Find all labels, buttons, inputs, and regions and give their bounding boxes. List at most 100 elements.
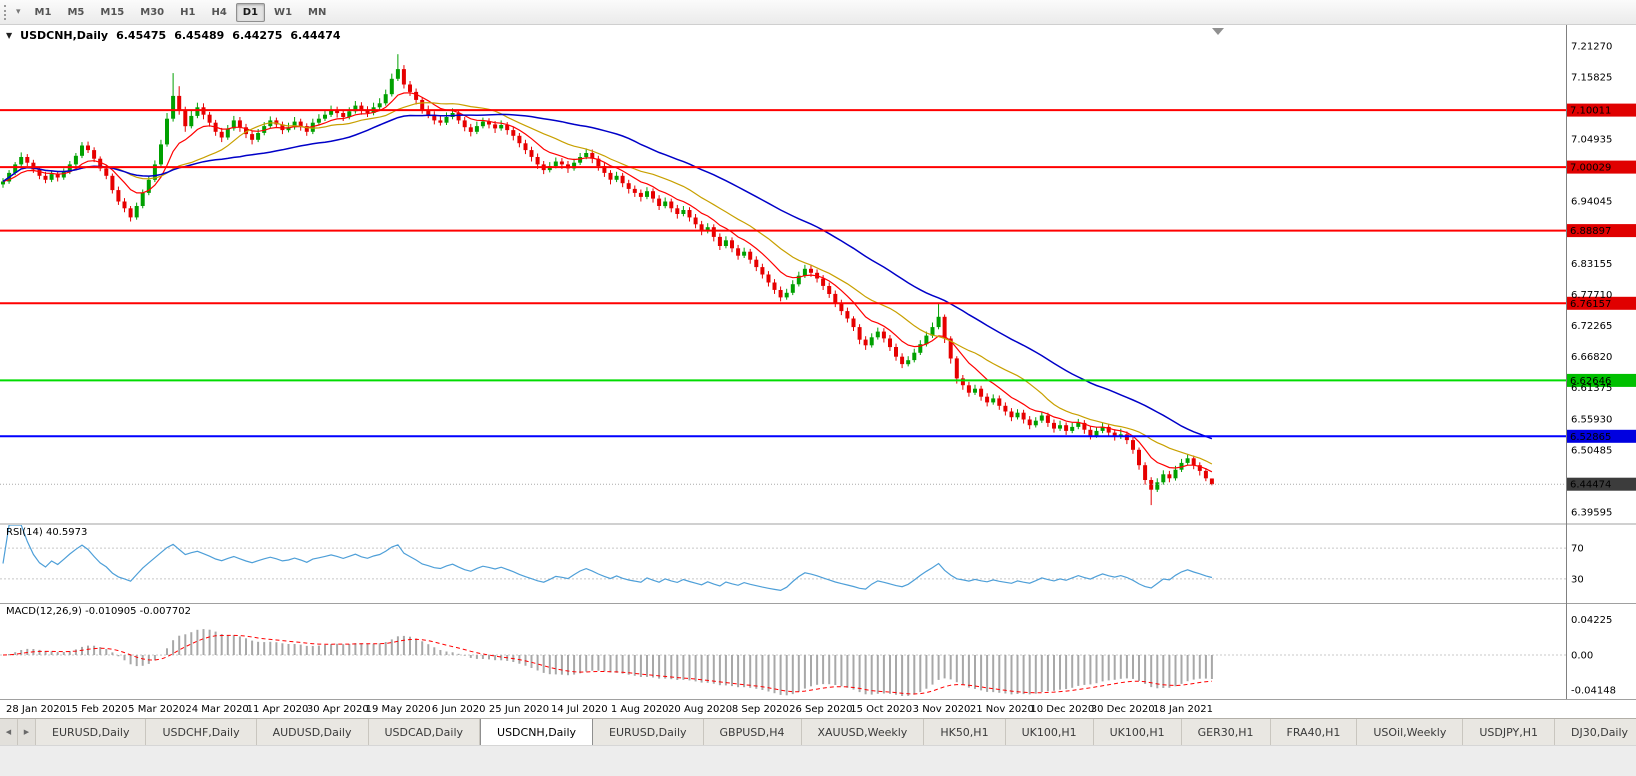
chart-title: ▼ USDCNH,Daily 6.45475 6.45489 6.44275 6… [6, 29, 341, 42]
svg-text:6.61375: 6.61375 [1571, 383, 1612, 394]
chart-tab-dj30-daily[interactable]: DJ30,Daily [1555, 719, 1636, 745]
chart-tab-usdcad-daily[interactable]: USDCAD,Daily [369, 719, 481, 745]
svg-text:7.15825: 7.15825 [1571, 72, 1612, 83]
date-label: 25 Jun 2020 [489, 704, 549, 715]
macd-axis-label: 0.00 [1571, 651, 1593, 662]
chart-tab-usdjpy-h1[interactable]: USDJPY,H1 [1463, 719, 1556, 745]
timeframe-button-m5[interactable]: M5 [67, 6, 85, 18]
price-level-axis-label: 6.62646 [1566, 373, 1636, 387]
svg-text:6.76157: 6.76157 [1570, 299, 1611, 310]
date-axis[interactable]: 28 Jan 2020 15 Feb 2020 5 Mar 2020 24 Mar 2… [6, 704, 1213, 715]
one-click-trading-expander-icon[interactable]: ▼ [6, 31, 13, 40]
chart-tab-uk100-h1[interactable]: UK100,H1 [1006, 719, 1094, 745]
date-label: 24 Mar 2020 [185, 704, 248, 715]
ma-mid-line [2, 102, 1213, 465]
chart-tab-ger30-h1[interactable]: GER30,H1 [1182, 719, 1271, 745]
price-level-axis-label: 6.76157 [1566, 296, 1636, 310]
rsi-axis-label: 30 [1571, 574, 1584, 585]
price-level-axis-label: 7.10011 [1566, 103, 1636, 117]
date-label: 6 Jun 2020 [432, 704, 486, 715]
svg-text:6.94045: 6.94045 [1571, 197, 1612, 208]
date-label: 26 Sep 2020 [789, 704, 852, 715]
price-level-axis-label: 7.00029 [1566, 160, 1636, 174]
chart-tab-hk50-h1[interactable]: HK50,H1 [924, 719, 1006, 745]
chart-tab-eurusd-daily[interactable]: EURUSD,Daily [593, 719, 704, 745]
date-label: 1 Aug 2020 [611, 704, 669, 715]
chart-tab-uk100-h1[interactable]: UK100,H1 [1094, 719, 1182, 745]
svg-text:6.55930: 6.55930 [1571, 414, 1612, 425]
svg-text:7.10011: 7.10011 [1570, 106, 1611, 117]
svg-text:6.88897: 6.88897 [1570, 226, 1611, 237]
timeframe-button-h4[interactable]: H4 [211, 6, 227, 18]
chart-tab-usdcnh-daily[interactable]: USDCNH,Daily [480, 719, 594, 745]
timeframe-button-m15[interactable]: M15 [100, 6, 125, 18]
macd-histogram [8, 629, 1213, 696]
date-label: 3 Nov 2020 [913, 704, 971, 715]
svg-text:6.72265: 6.72265 [1571, 321, 1612, 332]
ohlc-high: 6.45489 [174, 29, 225, 42]
timeframe-button-group: M1 M5 M15 M30 H1 H4 D1 W1 MN [27, 2, 335, 22]
ma-slow-line [2, 113, 1213, 440]
timeframe-button-m30[interactable]: M30 [140, 6, 165, 18]
date-label: 19 May 2020 [366, 704, 431, 715]
svg-text:7.21270: 7.21270 [1571, 41, 1612, 52]
price-axis[interactable]: 7.21270 7.15825 7.04935 6.94045 6.83155 6.777… [1571, 41, 1616, 696]
svg-text:6.66820: 6.66820 [1571, 352, 1612, 363]
svg-text:7.00029: 7.00029 [1570, 163, 1611, 174]
timeframe-button-m1[interactable]: M1 [34, 6, 52, 18]
macd-axis-label: 0.04225 [1571, 615, 1612, 626]
rsi-axis-label: 70 [1571, 544, 1584, 555]
svg-text:6.83155: 6.83155 [1571, 259, 1612, 270]
macd-signal-line [2, 634, 1212, 695]
date-label: 5 Mar 2020 [128, 704, 185, 715]
macd-axis-label: -0.04148 [1571, 686, 1616, 697]
toolbar-drag-handle[interactable] [4, 4, 9, 20]
date-label: 18 Jan 2021 [1153, 704, 1213, 715]
ma-fast-line [2, 92, 1213, 473]
svg-text:6.44474: 6.44474 [1570, 480, 1611, 491]
chart-tab-bar: ◀ ▶ EURUSD,Daily USDCHF,Daily AUDUSD,Daily… [0, 718, 1636, 745]
date-label: 8 Sep 2020 [732, 704, 789, 715]
svg-text:7.04935: 7.04935 [1571, 135, 1612, 146]
date-label: 15 Feb 2020 [65, 704, 127, 715]
current-price-axis-label: 6.44474 [1566, 477, 1636, 491]
svg-text:6.50485: 6.50485 [1571, 445, 1612, 456]
rsi-line [2, 525, 1213, 592]
tab-scroll-right-button[interactable]: ▶ [18, 719, 36, 745]
chart-symbol-period: USDCNH,Daily [20, 29, 109, 42]
ohlc-close: 6.44474 [290, 29, 341, 42]
ohlc-open: 6.45475 [116, 29, 167, 42]
date-label: 15 Oct 2020 [850, 704, 912, 715]
chart-tab-eurusd-daily[interactable]: EURUSD,Daily [36, 719, 147, 745]
timeframe-button-mn[interactable]: MN [308, 6, 327, 18]
timeframe-button-w1[interactable]: W1 [274, 6, 293, 18]
timeframes-toolbar: ▾ M1 M5 M15 M30 H1 H4 D1 W1 MN [0, 0, 1636, 25]
svg-text:6.52865: 6.52865 [1570, 432, 1611, 443]
timeframe-button-h1[interactable]: H1 [180, 6, 196, 18]
tab-scroll-left-button[interactable]: ◀ [0, 719, 18, 745]
rsi-indicator-label: RSI(14) 40.5973 [6, 527, 88, 538]
date-label: 30 Dec 2020 [1091, 704, 1155, 715]
date-label: 11 Apr 2020 [247, 704, 309, 715]
chart-tab-fra40-h1[interactable]: FRA40,H1 [1271, 719, 1358, 745]
chart-tab-audusd-daily[interactable]: AUDUSD,Daily [257, 719, 369, 745]
date-label: 30 Apr 2020 [307, 704, 369, 715]
date-label: 10 Dec 2020 [1030, 704, 1094, 715]
chart-tab-xauusd-weekly[interactable]: XAUUSD,Weekly [802, 719, 925, 745]
chart-shift-marker[interactable] [1212, 28, 1224, 35]
chart-tab-usoil-weekly[interactable]: USOil,Weekly [1357, 719, 1464, 745]
svg-text:6.77710: 6.77710 [1571, 290, 1612, 301]
candlestick-series [1, 54, 1214, 506]
status-bar [0, 745, 1636, 776]
chart-tab-usdchf-daily[interactable]: USDCHF,Daily [146, 719, 257, 745]
date-label: 14 Jul 2020 [551, 704, 608, 715]
timeframe-button-d1[interactable]: D1 [235, 2, 266, 22]
tab-list: EURUSD,Daily USDCHF,Daily AUDUSD,Daily USDC… [36, 719, 1636, 745]
date-label: 28 Jan 2020 [6, 704, 66, 715]
macd-indicator-label: MACD(12,26,9) -0.010905 -0.007702 [6, 606, 191, 617]
toolbar-options-chevron-icon[interactable]: ▾ [16, 7, 21, 17]
chart-tab-gbpusd-h4[interactable]: GBPUSD,H4 [704, 719, 802, 745]
svg-text:6.62646: 6.62646 [1570, 376, 1611, 387]
date-label: 20 Aug 2020 [668, 704, 732, 715]
